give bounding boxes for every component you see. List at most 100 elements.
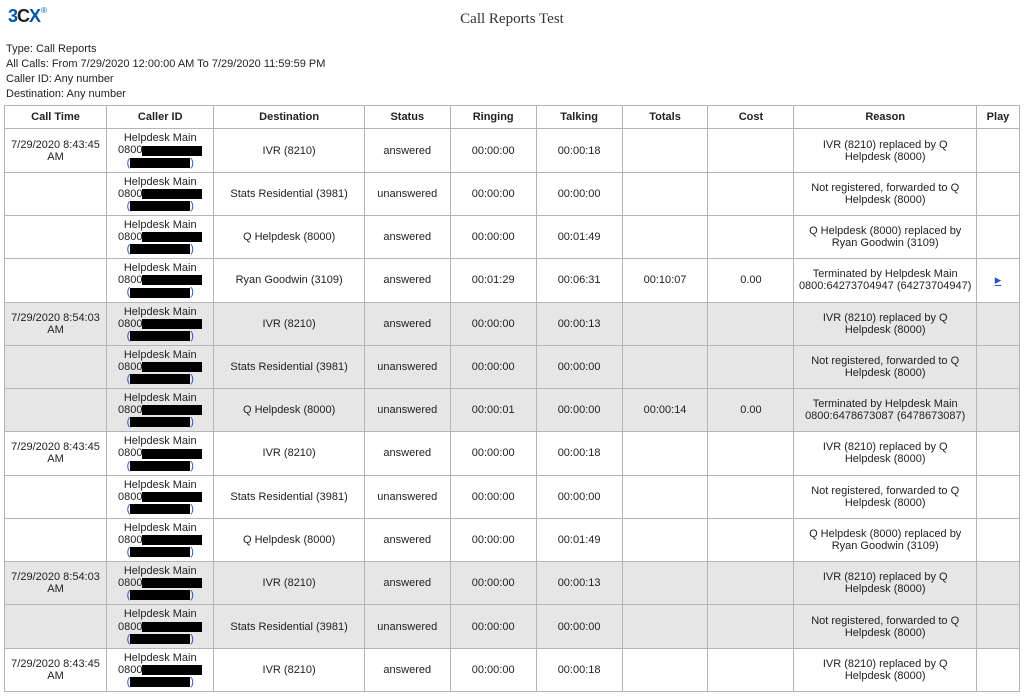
caller-label: Helpdesk Main	[111, 565, 209, 577]
logo: 3CX®	[8, 6, 46, 27]
cell-play	[976, 302, 1019, 345]
caller-number-line2: ()	[111, 633, 209, 645]
redacted-text	[142, 665, 202, 675]
caller-number-line: 0800	[111, 404, 209, 416]
table-row: Helpdesk Main0800()Q Helpdesk (8000)unan…	[5, 389, 1020, 432]
cell-cost	[708, 172, 794, 215]
caller-prefix: 0800	[118, 534, 142, 546]
caller-number-line: 0800	[111, 621, 209, 633]
caller-prefix: 0800	[118, 404, 142, 416]
redacted-text	[130, 677, 190, 687]
cell-destination: Q Helpdesk (8000)	[214, 389, 364, 432]
cell-call-time	[5, 259, 107, 302]
redacted-text	[130, 288, 190, 298]
caller-label: Helpdesk Main	[111, 349, 209, 361]
caller-label: Helpdesk Main	[111, 306, 209, 318]
cell-play	[976, 605, 1019, 648]
cell-destination: Q Helpdesk (8000)	[214, 518, 364, 561]
cell-ringing: 00:00:00	[450, 648, 536, 691]
caller-label: Helpdesk Main	[111, 132, 209, 144]
cell-talking: 00:01:49	[536, 518, 622, 561]
th-status: Status	[364, 106, 450, 129]
cell-destination: Stats Residential (3981)	[214, 605, 364, 648]
play-icon[interactable]: ▸	[995, 272, 1002, 287]
redacted-text	[142, 449, 202, 459]
caller-label: Helpdesk Main	[111, 479, 209, 491]
caller-prefix: 0800	[118, 621, 142, 633]
table-row: Helpdesk Main0800()Ryan Goodwin (3109)an…	[5, 259, 1020, 302]
cell-play	[976, 475, 1019, 518]
cell-caller-id: Helpdesk Main0800()	[107, 259, 214, 302]
redacted-text	[130, 417, 190, 427]
cell-cost	[708, 518, 794, 561]
cell-play	[976, 129, 1019, 172]
table-row: 7/29/2020 8:54:03 AMHelpdesk Main0800()I…	[5, 562, 1020, 605]
cell-caller-id: Helpdesk Main0800()	[107, 302, 214, 345]
cell-ringing: 00:00:00	[450, 605, 536, 648]
redacted-text	[130, 504, 190, 514]
cell-talking: 00:00:18	[536, 129, 622, 172]
cell-totals	[622, 648, 708, 691]
redacted-text	[130, 201, 190, 211]
caller-number-line2: ()	[111, 157, 209, 169]
call-report-table: Call Time Caller ID Destination Status R…	[4, 105, 1020, 692]
redacted-text	[130, 244, 190, 254]
caller-number-line: 0800	[111, 231, 209, 243]
cell-ringing: 00:01:29	[450, 259, 536, 302]
cell-ringing: 00:00:00	[450, 215, 536, 258]
cell-caller-id: Helpdesk Main0800()	[107, 129, 214, 172]
cell-destination: Stats Residential (3981)	[214, 345, 364, 388]
cell-ringing: 00:00:01	[450, 389, 536, 432]
caller-label: Helpdesk Main	[111, 608, 209, 620]
caller-number-line: 0800	[111, 534, 209, 546]
caller-prefix: 0800	[118, 491, 142, 503]
cell-destination: Ryan Goodwin (3109)	[214, 259, 364, 302]
caller-prefix: 0800	[118, 318, 142, 330]
redacted-text	[130, 331, 190, 341]
cell-reason: Not registered, forwarded to Q Helpdesk …	[794, 475, 977, 518]
cell-play[interactable]: ▸	[976, 259, 1019, 302]
th-play: Play	[976, 106, 1019, 129]
logo-c: C	[17, 6, 29, 26]
cell-call-time	[5, 518, 107, 561]
cell-play	[976, 518, 1019, 561]
cell-caller-id: Helpdesk Main0800()	[107, 172, 214, 215]
caller-label: Helpdesk Main	[111, 652, 209, 664]
cell-cost: 0.00	[708, 259, 794, 302]
th-talking: Talking	[536, 106, 622, 129]
redacted-text	[142, 492, 202, 502]
cell-caller-id: Helpdesk Main0800()	[107, 562, 214, 605]
cell-call-time: 7/29/2020 8:43:45 AM	[5, 648, 107, 691]
caller-number-line: 0800	[111, 491, 209, 503]
cell-play	[976, 648, 1019, 691]
table-row: 7/29/2020 8:43:45 AMHelpdesk Main0800()I…	[5, 129, 1020, 172]
caller-number-line: 0800	[111, 361, 209, 373]
meta-all-calls: All Calls: From 7/29/2020 12:00:00 AM To…	[6, 57, 1020, 72]
meta-caller-id: Caller ID: Any number	[6, 72, 1020, 87]
cell-status: unanswered	[364, 345, 450, 388]
caller-prefix: 0800	[118, 361, 142, 373]
caller-number-line: 0800	[111, 577, 209, 589]
cell-cost: 0.00	[708, 389, 794, 432]
caller-prefix: 0800	[118, 231, 142, 243]
cell-call-time: 7/29/2020 8:54:03 AM	[5, 562, 107, 605]
table-row: Helpdesk Main0800() Stats Residential (39…	[5, 605, 1020, 648]
caller-label: Helpdesk Main	[111, 262, 209, 274]
cell-reason: IVR (8210) replaced by Q Helpdesk (8000)	[794, 648, 977, 691]
cell-totals	[622, 605, 708, 648]
cell-status: answered	[364, 562, 450, 605]
table-row: Helpdesk Main0800()Stats Residential (39…	[5, 345, 1020, 388]
cell-reason: IVR (8210) replaced by Q Helpdesk (8000)	[794, 129, 977, 172]
cell-status: answered	[364, 432, 450, 475]
redacted-text	[142, 622, 202, 632]
th-caller-id: Caller ID	[107, 106, 214, 129]
caller-number-line2: ()	[111, 286, 209, 298]
cell-talking: 00:00:00	[536, 172, 622, 215]
cell-status: answered	[364, 648, 450, 691]
cell-reason: Q Helpdesk (8000) replaced by Ryan Goodw…	[794, 518, 977, 561]
cell-play	[976, 345, 1019, 388]
table-row: 7/29/2020 8:43:45 AMHelpdesk Main0800()I…	[5, 648, 1020, 691]
caller-prefix: 0800	[118, 577, 142, 589]
meta-destination: Destination: Any number	[6, 87, 1020, 102]
cell-cost	[708, 215, 794, 258]
